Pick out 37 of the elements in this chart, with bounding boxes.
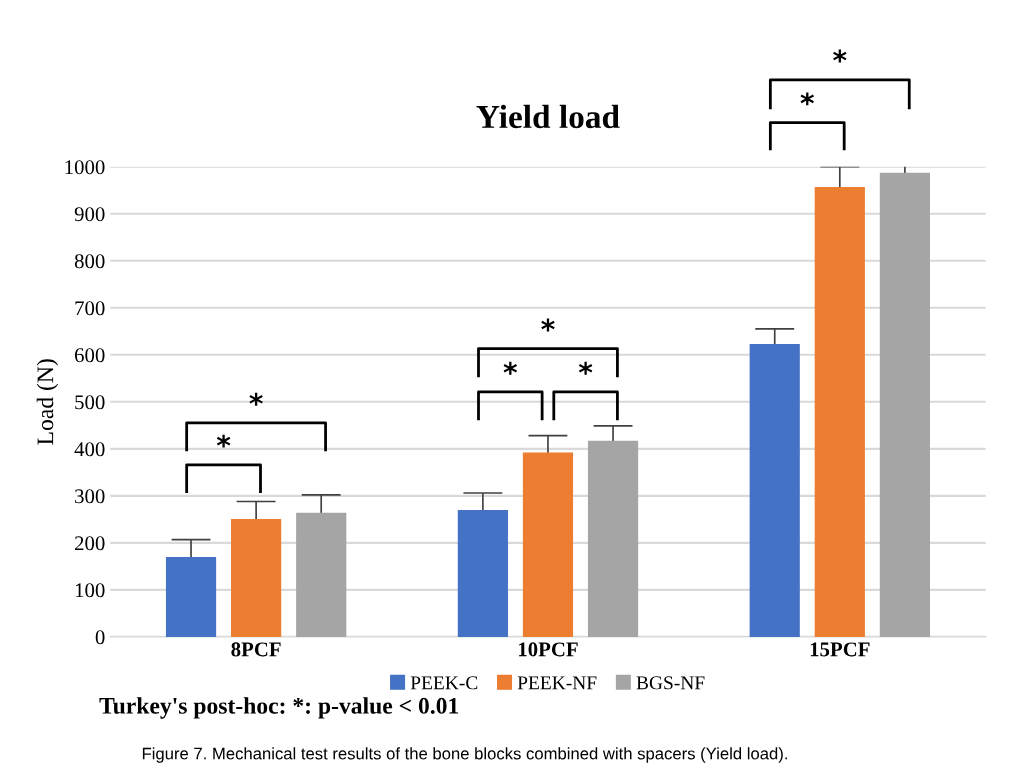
annotation: * — [216, 434, 231, 448]
y-tick-label: 900 — [74, 207, 105, 222]
annotation: * — [578, 361, 593, 375]
y-tick-label: 100 — [75, 583, 105, 598]
y-tick-label: 700 — [75, 301, 105, 316]
y-tick-label: 600 — [74, 348, 105, 363]
annotation: * — [541, 318, 555, 332]
bar — [522, 452, 574, 637]
bar — [296, 512, 347, 637]
bar — [749, 344, 800, 637]
annotation: * — [249, 392, 263, 406]
bar — [587, 440, 639, 637]
x-tick-label: 10PCF — [518, 642, 578, 657]
bar — [814, 186, 865, 637]
bar — [165, 556, 217, 637]
text: * — [833, 49, 847, 63]
legend-label: PEEK-NF — [517, 676, 597, 690]
y-tick-label: 1000 — [65, 160, 105, 175]
x-tick-label: 15PCF — [810, 642, 870, 657]
y-tick-label: 300 — [75, 489, 105, 504]
y-tick-label: 400 — [74, 442, 105, 457]
text: Turkey's post-hoc: *: p-value < 0.01 — [99, 697, 459, 719]
y-tick-label: 500 — [75, 395, 105, 410]
legend-label: BGS-NF — [636, 676, 705, 690]
annotation: * — [503, 361, 518, 375]
bar — [879, 172, 930, 637]
y-axis-title: Load (N) — [36, 359, 59, 445]
y-tick-label: 800 — [74, 254, 105, 269]
text: * — [800, 92, 814, 106]
y-tick-label: 200 — [75, 536, 105, 551]
legend-label: PEEK-C — [410, 676, 478, 690]
bar — [231, 518, 282, 637]
bar — [457, 509, 508, 637]
caption: Figure 7. Mechanical test results of the bone blocks combined with spacers (Yield load). — [142, 747, 787, 763]
y-tick-label: 0 — [95, 630, 105, 645]
chart-title: Yield load — [476, 104, 620, 129]
x-tick-label: 8PCF — [231, 642, 281, 657]
